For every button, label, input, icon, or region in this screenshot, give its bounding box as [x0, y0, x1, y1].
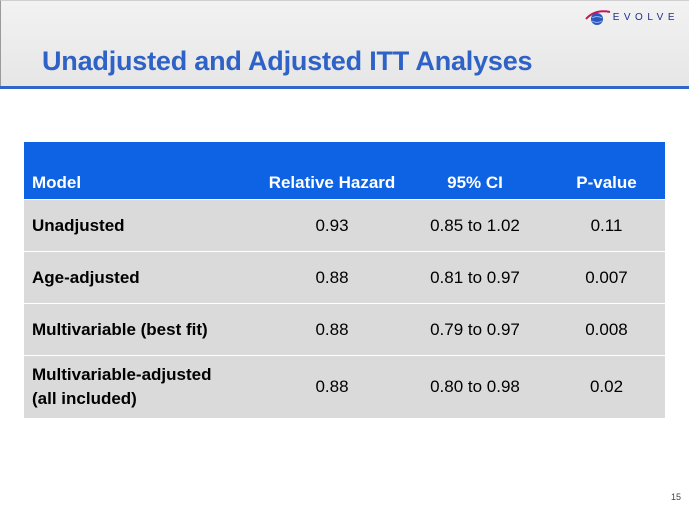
table-row: Multivariable-adjusted (all included) 0.… — [24, 355, 665, 418]
cell-model-line2: (all included) — [32, 389, 137, 408]
results-table: Model Relative Hazard 95% CI P-value Una… — [24, 142, 665, 418]
table-row: Multivariable (best fit) 0.88 0.79 to 0.… — [24, 303, 665, 356]
cell-model: Unadjusted — [24, 199, 262, 252]
table-row: Age-adjusted 0.88 0.81 to 0.97 0.007 — [24, 251, 665, 304]
cell-hazard: 0.93 — [262, 199, 402, 252]
cell-model: Age-adjusted — [24, 251, 262, 304]
cell-ci: 0.80 to 0.98 — [402, 355, 548, 418]
cell-ci: 0.79 to 0.97 — [402, 303, 548, 356]
cell-model-line1: Multivariable-adjusted — [32, 365, 212, 384]
cell-model: Multivariable-adjusted (all included) — [24, 355, 262, 418]
evolve-logo: EVOLVE — [584, 6, 679, 28]
table-header-row: Model Relative Hazard 95% CI P-value — [24, 142, 665, 200]
header-ci: 95% CI — [447, 173, 503, 192]
table-row: Unadjusted 0.93 0.85 to 1.02 0.11 — [24, 199, 665, 252]
page-number: 15 — [670, 492, 681, 502]
logo-text: EVOLVE — [612, 11, 679, 23]
cell-hazard: 0.88 — [262, 303, 402, 356]
cell-hazard: 0.88 — [262, 355, 402, 418]
cell-model: Multivariable (best fit) — [24, 303, 262, 356]
header-rule — [0, 86, 689, 89]
cell-p-value: 0.008 — [548, 303, 665, 356]
cell-hazard: 0.88 — [262, 251, 402, 304]
slide-header — [0, 0, 689, 87]
cell-p-value: 0.007 — [548, 251, 665, 304]
header-relative-hazard: Relative Hazard — [268, 173, 396, 192]
globe-swoosh-logo-icon — [584, 10, 610, 25]
header-model: Model — [32, 173, 82, 192]
cell-p-value: 0.02 — [548, 355, 665, 418]
cell-ci: 0.85 to 1.02 — [402, 199, 548, 252]
cell-ci: 0.81 to 0.97 — [402, 251, 548, 304]
cell-p-value: 0.11 — [548, 199, 665, 252]
header-p-value: P-value — [576, 173, 637, 192]
slide-title: Unadjusted and Adjusted ITT Analyses — [42, 46, 533, 76]
